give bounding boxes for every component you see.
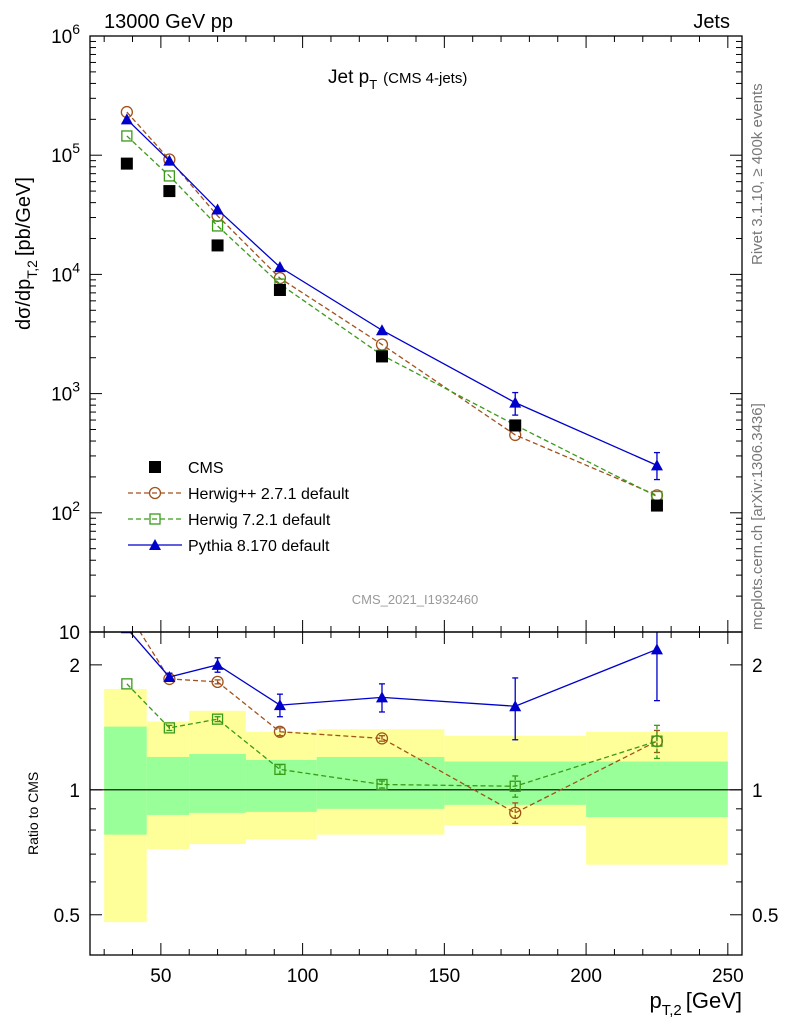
- ratio-point-2-6: [651, 735, 663, 747]
- ratio-point-3-3: [273, 699, 286, 711]
- energy-label: 13000 GeV pp: [104, 11, 233, 33]
- main-point-3-2: [211, 203, 224, 215]
- legend-label-1: Herwig++ 2.7.1 default: [188, 486, 350, 503]
- ratio-point-2-2: [211, 713, 224, 725]
- category-label: Jets: [693, 11, 730, 33]
- rivet-label: Rivet 3.1.10, ≥ 400k events: [749, 83, 766, 265]
- x-tick-label-200: 200: [570, 966, 602, 987]
- ratio-point-2-3: [274, 763, 286, 776]
- ratio-series-3: [120, 632, 663, 741]
- plot-title: Jet pT (CMS 4-jets): [328, 67, 467, 92]
- ratio-line-2: [126, 683, 658, 787]
- main-point-3-5: [509, 396, 522, 408]
- ratio-point-3-4: [375, 691, 388, 703]
- ratio-point-3-1: [163, 670, 176, 682]
- ratio-point-2-0: [121, 678, 133, 690]
- main-point-0-0: [120, 157, 133, 170]
- legend: CMS Herwig++ 2.7.1 default Herwig 7.2.1 de…: [128, 460, 350, 555]
- ratio-ytick-label-left-2: 2: [69, 656, 80, 677]
- ratio-point-2-1: [163, 722, 176, 734]
- band-inner-2: [189, 753, 246, 813]
- ratio-point-1-2: [211, 675, 224, 689]
- band-inner-0: [104, 726, 147, 835]
- axes: 50 100 150 200 250 10 102 103 104 105 106 0.5 0.5 1 1 2…: [51, 21, 778, 987]
- main-point-0-5: [509, 419, 522, 432]
- main-point-3-3: [273, 261, 286, 273]
- main-point-0-6: [650, 499, 663, 512]
- legend-marker-2: [149, 513, 161, 525]
- ratio-point-3-6: [650, 643, 663, 655]
- main-point-2-0: [121, 130, 133, 142]
- x-tick-label-100: 100: [287, 966, 319, 987]
- legend-entry-2: Herwig 7.2.1 default: [128, 512, 331, 529]
- main-point-3-0: [120, 113, 133, 125]
- main-point-3-1: [163, 154, 176, 166]
- legend-marker-0: [149, 461, 161, 473]
- legend-entry-1: Herwig++ 2.7.1 default: [128, 486, 350, 503]
- main-line-3: [126, 118, 658, 466]
- main-ytick-label-3: 104: [51, 259, 80, 286]
- main-series-3: [120, 113, 663, 481]
- x-tick-label-50: 50: [150, 966, 171, 987]
- main-point-2-1: [163, 170, 176, 182]
- ratio-uncertainty-bands: [104, 688, 728, 923]
- ratio-ytick-label-left-1: 1: [69, 781, 80, 802]
- legend-label-0: CMS: [188, 460, 224, 477]
- main-point-0-2: [211, 239, 224, 252]
- main-point-0-3: [273, 283, 286, 296]
- main-series-0: [120, 157, 663, 512]
- x-tick-label-150: 150: [428, 966, 460, 987]
- ratio-series-2: [121, 678, 663, 798]
- legend-marker-1: [148, 486, 162, 500]
- main-line-1: [126, 111, 658, 496]
- ratio-point-2-5: [509, 780, 521, 792]
- ratio-point-3-5: [509, 700, 522, 712]
- ratio-point-1-4: [375, 732, 389, 745]
- ratio-y-axis-label: Ratio to CMS: [25, 772, 41, 855]
- legend-label-2: Herwig 7.2.1 default: [188, 512, 331, 529]
- band-inner-4: [316, 756, 445, 809]
- main-line-2: [126, 135, 658, 498]
- main-point-0-4: [375, 350, 388, 363]
- ratio-point-1-0: [121, 605, 132, 616]
- ratio-point-3-2: [211, 658, 224, 670]
- main-ytick-label-2: 103: [51, 379, 80, 406]
- legend-label-3: Pythia 8.170 default: [188, 538, 330, 555]
- ratio-point-1-5: [509, 806, 522, 820]
- main-y-axis-label: dσ/dpT,2[pb/GeV]: [13, 177, 40, 330]
- ratio-point-1-3: [273, 725, 287, 738]
- main-point-0-1: [163, 185, 176, 198]
- ratio-point-2-4: [376, 778, 388, 791]
- ratio-line-3: [129, 632, 658, 707]
- legend-marker-3: [149, 539, 161, 550]
- x-axis-label: pT,2 [GeV]: [649, 988, 742, 1019]
- main-panel-series: [120, 105, 664, 512]
- main-ytick-label-5: 106: [51, 21, 80, 48]
- ratio-ytick-label-right-2: 2: [752, 656, 763, 677]
- main-point-2-2: [211, 220, 224, 232]
- band-inner-3: [245, 759, 317, 812]
- mcplots-label: mcplots.cern.ch [arXiv:1306.3436]: [749, 403, 766, 630]
- ratio-ytick-label-right-0.5: 0.5: [752, 906, 778, 927]
- main-series-1: [120, 105, 664, 502]
- legend-entry-0: CMS: [149, 460, 224, 477]
- ratio-panel-series: [120, 605, 664, 825]
- ratio-ytick-label-left-0.5: 0.5: [54, 906, 80, 927]
- main-point-3-4: [375, 324, 388, 336]
- main-ytick-label-0: 10: [59, 623, 80, 644]
- analysis-id: CMS_2021_I1932460: [352, 592, 479, 607]
- x-tick-label-250: 250: [712, 966, 744, 987]
- main-ytick-label-1: 102: [51, 498, 80, 525]
- main-point-3-6: [650, 459, 663, 471]
- legend-entry-3: Pythia 8.170 default: [128, 538, 330, 555]
- band-inner-1: [146, 756, 190, 815]
- main-ytick-label-4: 105: [51, 140, 80, 167]
- main-series-2: [121, 130, 663, 503]
- ratio-ytick-label-right-1: 1: [752, 781, 763, 802]
